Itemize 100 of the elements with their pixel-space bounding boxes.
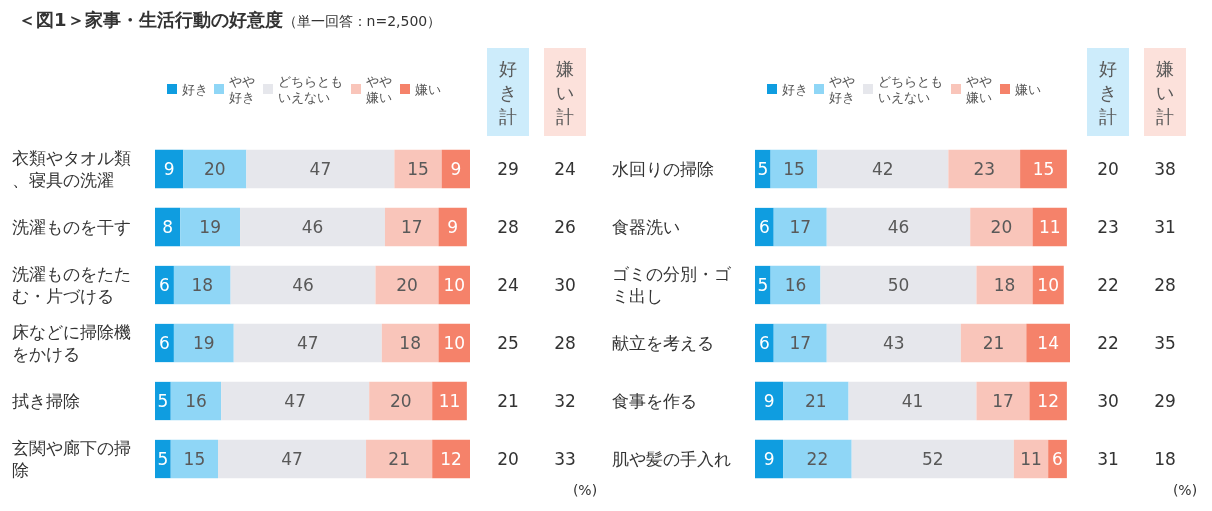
text: 32	[554, 391, 576, 411]
data-label: 11	[438, 391, 461, 411]
bar	[820, 265, 977, 305]
data-label: 17	[992, 391, 1014, 411]
data-label: 19	[193, 333, 215, 353]
bar	[218, 439, 367, 479]
data-label: 5	[157, 449, 169, 469]
data-label: 47	[296, 333, 319, 353]
legend-label: やや好き	[229, 73, 255, 105]
y-tick-label: 洗濯ものをたたむ・片づける	[12, 264, 131, 306]
data-label: 17	[789, 217, 812, 237]
bar	[770, 149, 818, 189]
bar	[170, 439, 218, 479]
bar	[770, 265, 821, 305]
bar	[441, 149, 470, 189]
data-label: 47	[309, 159, 332, 179]
text: 20	[497, 449, 519, 469]
text: 24	[497, 275, 519, 295]
bar	[173, 323, 234, 363]
bar	[851, 439, 1014, 479]
text: 好き計	[499, 57, 517, 127]
data-label: 46	[301, 217, 324, 237]
legend-label: 嫌い	[415, 81, 441, 97]
bar	[173, 265, 231, 305]
bar	[438, 207, 467, 247]
data-label: 21	[388, 449, 410, 469]
text: 30	[554, 275, 576, 295]
legend-label: 好き	[182, 81, 208, 97]
data-label: 9	[163, 159, 175, 179]
data-label: 6	[1052, 449, 1063, 469]
data-label: 9	[763, 449, 775, 469]
bar	[183, 149, 247, 189]
data-label: 50	[887, 275, 910, 295]
data-label: 15	[407, 159, 429, 179]
bar	[976, 265, 1033, 305]
data-label: 5	[757, 275, 769, 295]
legend-label: どちらともいえない	[878, 73, 943, 105]
bar	[1026, 323, 1070, 363]
bar	[826, 323, 961, 363]
legend-label: 嫌い	[1015, 81, 1041, 97]
data-label: 5	[757, 159, 769, 179]
data-label: 11	[1020, 449, 1042, 469]
text: 嫌い計	[1156, 57, 1174, 127]
y-tick-label: 水回りの掃除	[612, 159, 714, 179]
text: 29	[497, 159, 519, 179]
bar	[755, 323, 774, 363]
bar	[755, 265, 771, 305]
bar	[246, 149, 395, 189]
text: 31	[1154, 217, 1176, 237]
text: 28	[1154, 275, 1176, 295]
text: 30	[1097, 391, 1119, 411]
data-label: 6	[758, 333, 770, 353]
y-tick-label: 床などに掃除機をかける	[12, 322, 131, 364]
data-label: 20	[204, 159, 226, 179]
y-tick-label: 玄関や廊下の掃除	[12, 438, 131, 480]
data-label: 6	[159, 275, 170, 295]
data-label: 9	[450, 159, 462, 179]
text: 35	[1154, 333, 1176, 353]
bar	[170, 381, 222, 421]
bar	[230, 265, 376, 305]
bar	[394, 149, 442, 189]
data-label: 18	[399, 333, 421, 353]
bar	[384, 207, 439, 247]
bar	[233, 323, 382, 363]
data-label: 41	[901, 391, 924, 411]
bar	[381, 323, 439, 363]
bar	[817, 149, 949, 189]
chart-subtitle: （単一回答：n=2,500）	[282, 13, 442, 29]
y-tick-label: 献立を考える	[612, 333, 714, 353]
text: 21	[497, 391, 519, 411]
bar	[240, 207, 385, 247]
data-label: 15	[1032, 159, 1055, 179]
data-label: 12	[440, 449, 462, 469]
data-label: 19	[199, 217, 221, 237]
bar	[155, 149, 184, 189]
bar	[755, 439, 784, 479]
bar	[948, 149, 1021, 189]
legend-label: やや嫌い	[966, 73, 992, 105]
legend-label: どちらともいえない	[278, 73, 343, 105]
text: 23	[1097, 217, 1119, 237]
bar	[755, 149, 771, 189]
text: 22	[1097, 333, 1119, 353]
text: 29	[1154, 391, 1176, 411]
data-label: 21	[982, 333, 1005, 353]
bar	[432, 439, 470, 479]
data-label: 20	[389, 391, 412, 411]
text: (%)	[572, 482, 598, 498]
data-label: 52	[921, 449, 944, 469]
bar	[369, 381, 433, 421]
y-tick-label: 食器洗い	[612, 217, 680, 237]
bar	[976, 381, 1030, 421]
data-label: 42	[872, 159, 894, 179]
data-label: 22	[806, 449, 829, 469]
data-label: 47	[284, 391, 306, 411]
data-label: 20	[990, 217, 1013, 237]
text: 28	[497, 217, 519, 237]
y-tick-label: 食事を作る	[612, 391, 697, 411]
data-label: 9	[763, 391, 775, 411]
bar	[826, 207, 971, 247]
data-label: 15	[183, 449, 206, 469]
